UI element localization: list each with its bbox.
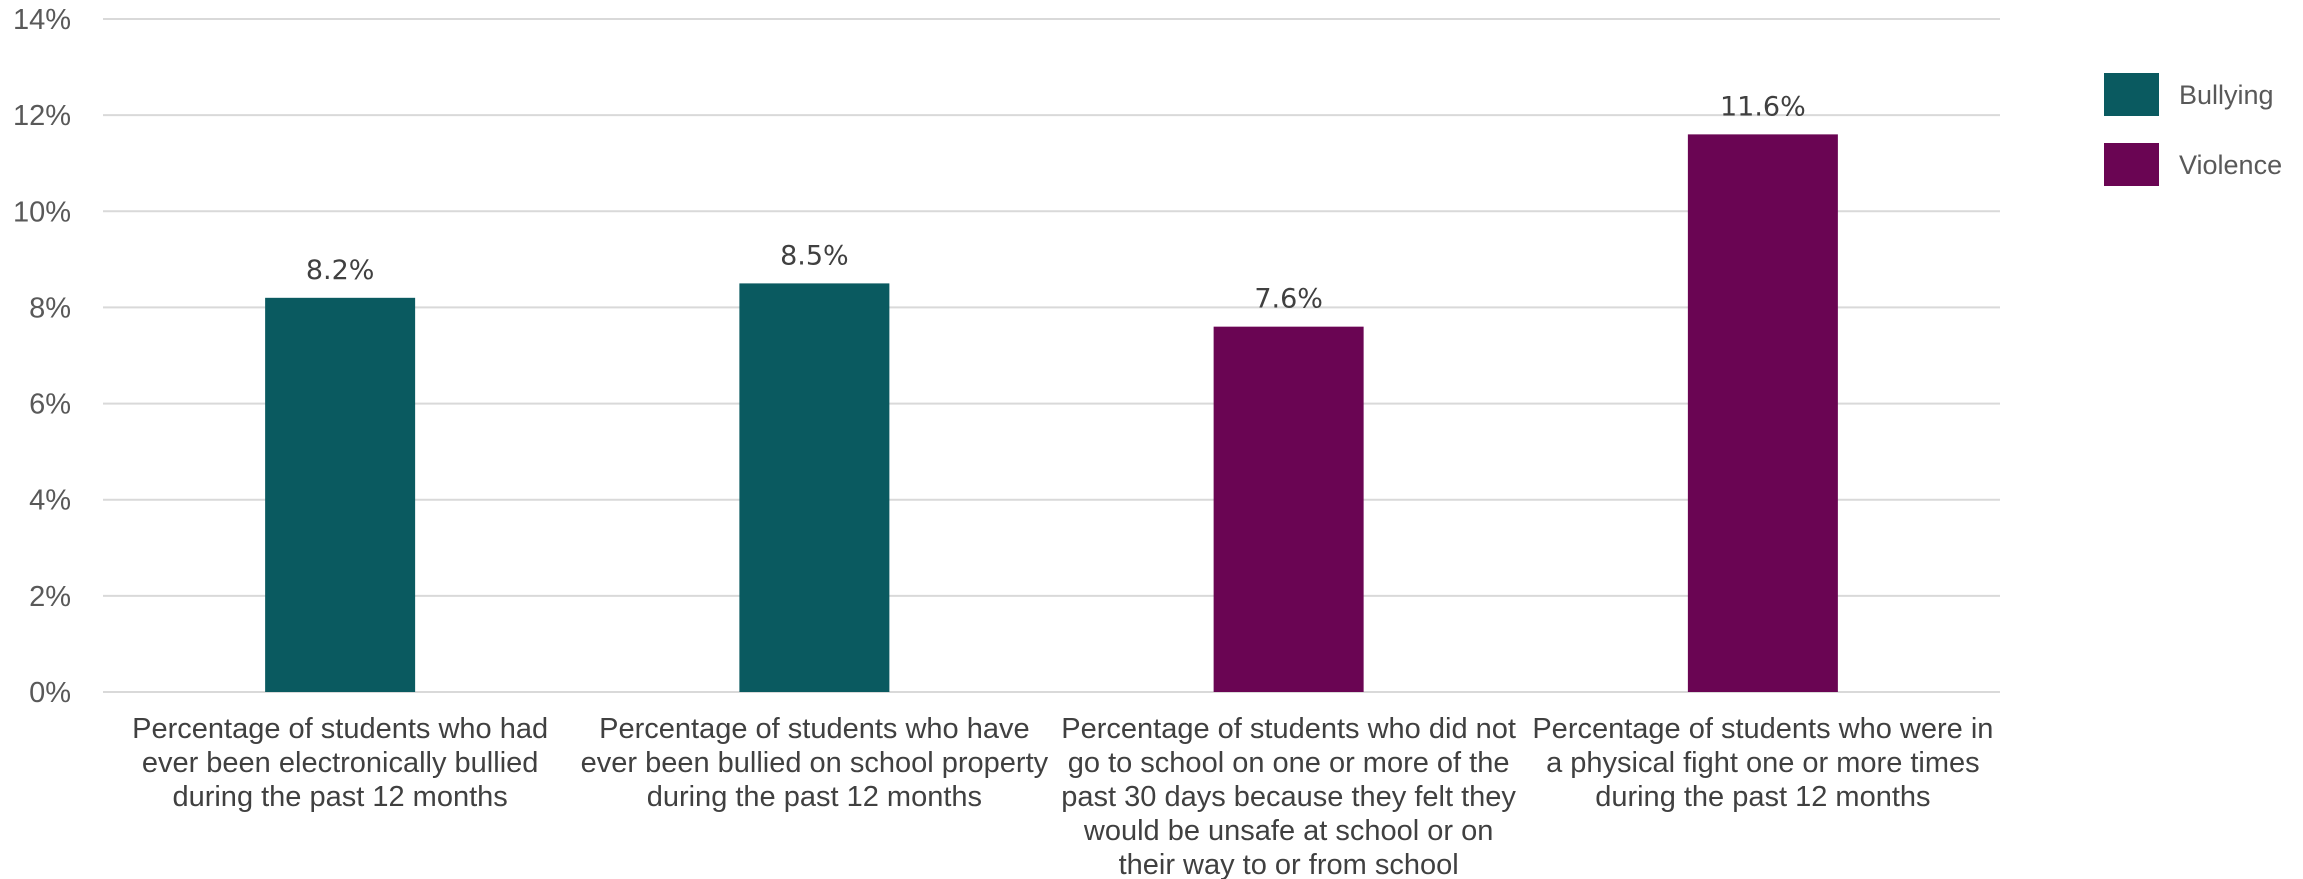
bar-3 — [1213, 326, 1364, 692]
gridlines — [103, 18, 2000, 693]
category-label: Percentage of students who have ever been… — [581, 713, 1049, 813]
legend-swatch-bullying — [2104, 73, 2159, 116]
y-tick-label: 6% — [29, 389, 71, 421]
category-label: Percentage of students who had ever been … — [132, 713, 548, 813]
y-tick-label: 12% — [13, 100, 71, 132]
category-label-line: past 30 days because they felt they — [1061, 781, 1516, 813]
data-label: 11.6% — [1720, 91, 1806, 122]
category-label-line: Percentage of students who did not — [1061, 713, 1516, 745]
y-tick-label: 2% — [29, 581, 71, 613]
data-label: 7.6% — [1254, 284, 1323, 315]
y-tick-label: 8% — [29, 292, 71, 324]
category-label-line: ever been electronically bullied — [142, 747, 539, 779]
category-label-line: a physical fight one or more times — [1546, 747, 1980, 779]
data-label: 8.5% — [780, 240, 849, 271]
category-label-line: during the past 12 months — [172, 781, 507, 813]
category-label: Percentage of students who were in a phys… — [1532, 713, 1993, 813]
category-label: Percentage of students who did not go to … — [1061, 713, 1516, 879]
category-label-line: during the past 12 months — [1595, 781, 1930, 813]
bar-1 — [265, 297, 416, 692]
bar-2 — [739, 283, 890, 692]
category-label-line: Percentage of students who were in — [1532, 713, 1993, 745]
data-labels: 8.2% 8.5% 7.6% 11.6% — [306, 91, 1806, 314]
legend-swatch-violence — [2104, 143, 2159, 186]
y-tick-label: 10% — [13, 196, 71, 228]
x-axis-categories: Percentage of students who had ever been … — [132, 713, 1993, 879]
category-label-line: ever been bullied on school property — [581, 747, 1049, 779]
y-axis-ticks: 0% 2% 4% 6% 8% 10% 12% 14% — [13, 4, 71, 709]
bars — [265, 134, 1838, 692]
legend-label-bullying: Bullying — [2179, 80, 2274, 110]
legend-label-violence: Violence — [2179, 150, 2282, 180]
data-label: 8.2% — [306, 255, 375, 286]
category-label-line: during the past 12 months — [647, 781, 982, 813]
category-label-line: their way to or from school — [1119, 849, 1459, 879]
category-label-line: Percentage of students who have — [599, 713, 1029, 745]
legend: Bullying Violence — [2104, 73, 2282, 186]
y-tick-label: 4% — [29, 485, 71, 517]
y-tick-label: 14% — [13, 4, 71, 36]
category-label-line: go to school on one or more of the — [1068, 747, 1510, 779]
bar-4 — [1687, 134, 1838, 692]
y-tick-label: 0% — [29, 677, 71, 709]
category-label-line: would be unsafe at school or on — [1083, 815, 1494, 847]
category-label-line: Percentage of students who had — [132, 713, 548, 745]
